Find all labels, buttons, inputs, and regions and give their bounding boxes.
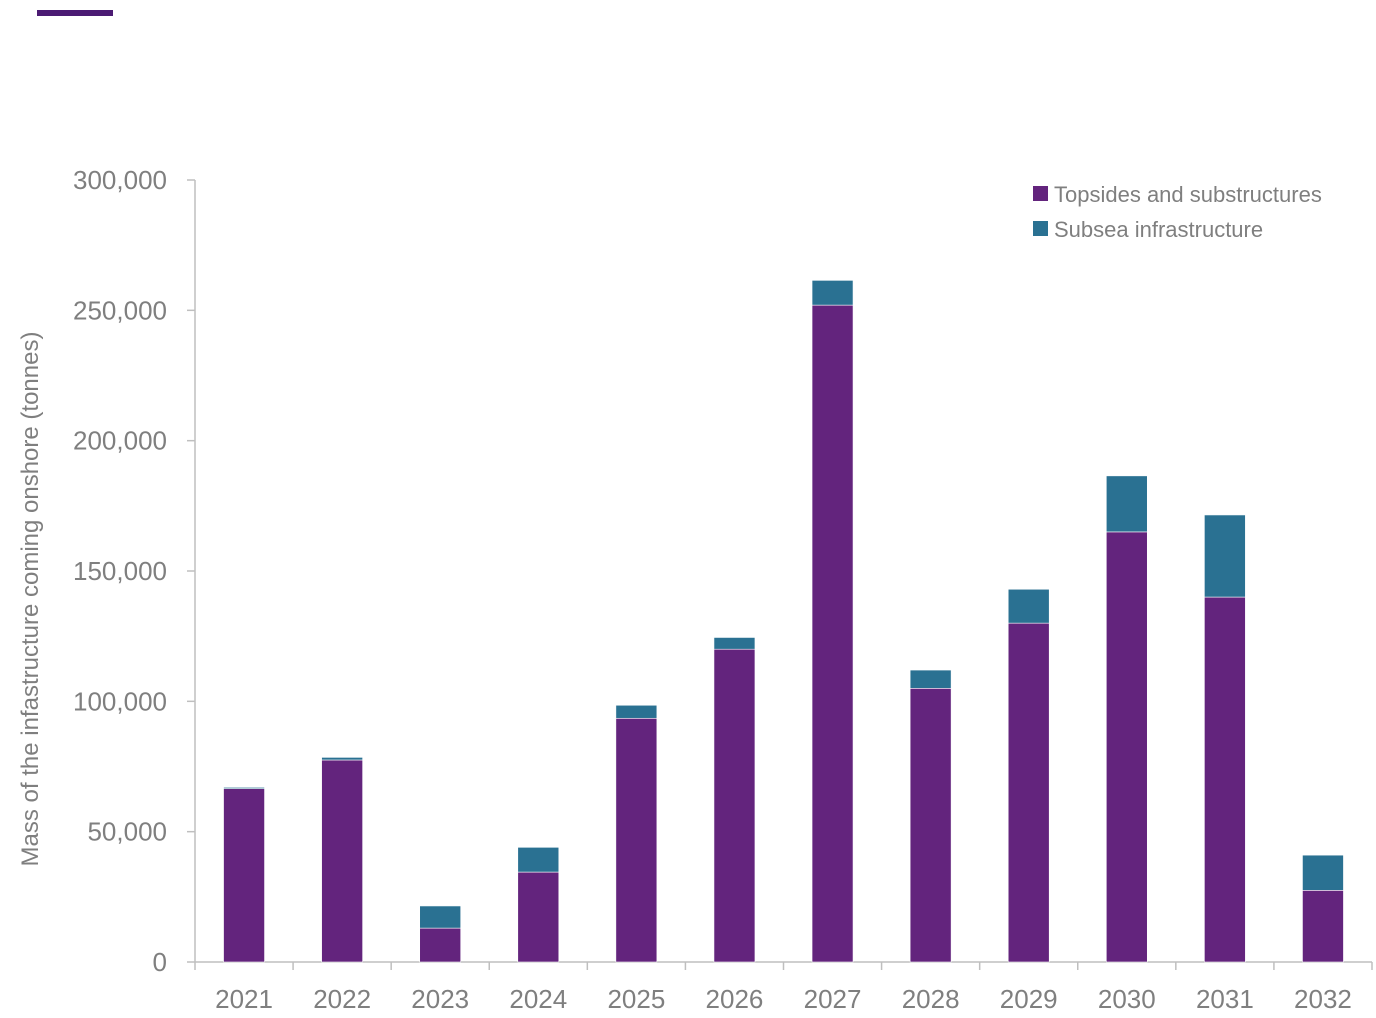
bar-topsides-2026 — [713, 648, 756, 963]
bar-topsides-2028 — [909, 687, 952, 963]
bar-topsides-2025 — [615, 717, 658, 963]
x-tick-label: 2022 — [313, 984, 371, 1014]
bars — [223, 280, 1344, 963]
x-tick-label: 2023 — [411, 984, 469, 1014]
bar-subsea-2030 — [1105, 475, 1148, 533]
x-tick-label: 2029 — [1000, 984, 1058, 1014]
x-tick-label: 2031 — [1196, 984, 1254, 1014]
x-tick-label: 2028 — [902, 984, 960, 1014]
y-tick-label: 0 — [153, 947, 167, 977]
y-tick-label: 250,000 — [73, 295, 167, 325]
bar-subsea-2024 — [517, 847, 560, 873]
y-tick-label: 150,000 — [73, 556, 167, 586]
x-axis: 2021 2022 2023 2024 2025 2026 2027 2028 2029 2030… — [194, 961, 1373, 1014]
y-tick-label: 300,000 — [73, 165, 167, 195]
bar-subsea-2023 — [419, 905, 462, 929]
legend-label: Topsides and substructures — [1054, 182, 1322, 207]
x-tick-label: 2026 — [706, 984, 764, 1014]
bar-topsides-2024 — [517, 871, 560, 963]
bar-subsea-2032 — [1302, 854, 1344, 891]
y-axis-title: Mass of the infastructure coming onshore… — [17, 332, 44, 867]
bar-topsides-2027 — [811, 304, 854, 963]
bar-subsea-2021 — [223, 787, 265, 789]
bar-subsea-2022 — [321, 757, 363, 761]
x-tick-label: 2021 — [215, 984, 273, 1014]
legend: Topsides and substructures Subsea infrast… — [1033, 182, 1322, 242]
x-tick-label: 2025 — [607, 984, 665, 1014]
bar-subsea-2027 — [811, 280, 854, 306]
x-tick-label: 2027 — [804, 984, 862, 1014]
bar-subsea-2029 — [1007, 588, 1050, 624]
bar-topsides-2022 — [321, 759, 363, 963]
x-tick-label: 2030 — [1098, 984, 1156, 1014]
legend-swatch — [1033, 186, 1048, 201]
accent-bar — [37, 10, 113, 16]
bar-subsea-2028 — [909, 669, 952, 689]
bar-topsides-2032 — [1302, 890, 1344, 963]
x-tick-label: 2024 — [509, 984, 567, 1014]
bar-topsides-2030 — [1105, 531, 1148, 963]
bar-topsides-2023 — [419, 927, 462, 963]
y-tick-label: 100,000 — [73, 686, 167, 716]
bar-subsea-2025 — [615, 704, 658, 719]
bar-topsides-2031 — [1204, 596, 1246, 963]
y-tick-label: 50,000 — [87, 817, 167, 847]
bar-subsea-2031 — [1204, 514, 1246, 598]
bar-topsides-2021 — [223, 788, 265, 963]
y-axis: 0 50,000 100,000 150,000 200,000 250,000 300,0… — [73, 165, 196, 977]
bar-topsides-2029 — [1007, 622, 1050, 963]
legend-label: Subsea infrastructure — [1054, 217, 1263, 242]
legend-swatch — [1033, 221, 1048, 236]
x-tick-label: 2032 — [1294, 984, 1352, 1014]
y-tick-label: 200,000 — [73, 426, 167, 456]
bar-subsea-2026 — [713, 637, 756, 650]
